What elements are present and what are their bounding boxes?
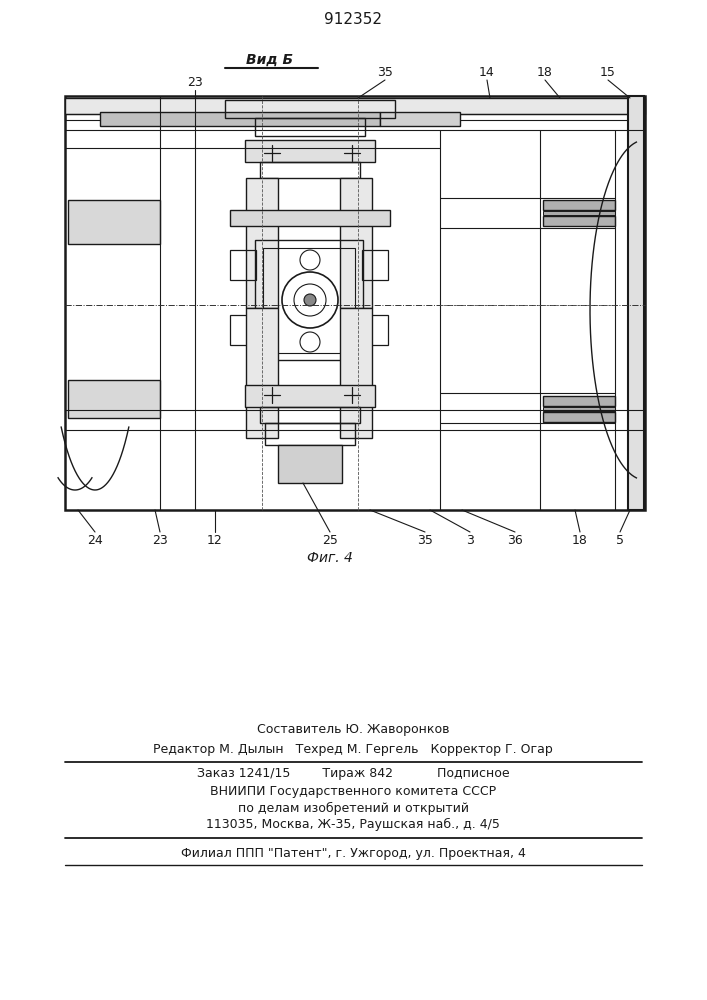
Bar: [260, 407, 360, 423]
Bar: [543, 211, 615, 215]
Text: 912352: 912352: [324, 12, 382, 27]
Bar: [65, 114, 645, 120]
Bar: [246, 178, 278, 308]
Bar: [543, 407, 615, 411]
Bar: [230, 315, 256, 345]
Text: 18: 18: [572, 534, 588, 546]
Bar: [260, 162, 360, 178]
Bar: [543, 396, 615, 406]
Circle shape: [294, 284, 326, 316]
Bar: [255, 240, 363, 360]
Bar: [65, 98, 645, 114]
Text: Заказ 1241/15        Тираж 842           Подписное: Заказ 1241/15 Тираж 842 Подписное: [197, 768, 509, 780]
Bar: [65, 96, 645, 510]
Text: 12: 12: [207, 534, 223, 546]
Bar: [543, 412, 615, 422]
Text: Вид Б: Вид Б: [247, 53, 293, 67]
Bar: [230, 210, 390, 226]
Text: Редактор М. Дылын   Техред М. Гергель   Корректор Г. Огар: Редактор М. Дылын Техред М. Гергель Корр…: [153, 744, 553, 756]
Text: 5: 5: [616, 534, 624, 546]
Bar: [263, 248, 355, 353]
Text: 35: 35: [377, 66, 393, 79]
Bar: [255, 118, 365, 136]
Circle shape: [300, 332, 320, 352]
Text: Фиг. 4: Фиг. 4: [307, 551, 353, 565]
Bar: [380, 112, 460, 126]
Text: 14: 14: [479, 66, 495, 79]
Text: 24: 24: [87, 534, 103, 546]
Circle shape: [300, 250, 320, 270]
Bar: [265, 423, 355, 445]
Circle shape: [304, 294, 316, 306]
Bar: [246, 308, 278, 438]
Bar: [340, 308, 372, 438]
Text: 113035, Москва, Ж-35, Раушская наб., д. 4/5: 113035, Москва, Ж-35, Раушская наб., д. …: [206, 817, 500, 831]
Bar: [100, 112, 380, 126]
Bar: [543, 200, 615, 210]
Text: 35: 35: [417, 534, 433, 546]
Text: ВНИИПИ Государственного комитета СССР: ВНИИПИ Государственного комитета СССР: [210, 784, 496, 798]
Bar: [68, 380, 160, 418]
Text: 36: 36: [507, 534, 523, 546]
Text: 18: 18: [537, 66, 553, 79]
Bar: [628, 96, 644, 510]
Text: 25: 25: [322, 534, 338, 546]
Bar: [278, 445, 342, 483]
Bar: [245, 385, 375, 407]
Bar: [245, 140, 375, 162]
Text: Составитель Ю. Жаворонков: Составитель Ю. Жаворонков: [257, 724, 449, 736]
Bar: [230, 250, 256, 280]
Circle shape: [282, 272, 338, 328]
Bar: [225, 100, 395, 118]
Text: 15: 15: [600, 66, 616, 79]
Text: по делам изобретений и открытий: по делам изобретений и открытий: [238, 801, 469, 815]
Bar: [68, 200, 160, 244]
Text: 23: 23: [187, 76, 203, 89]
Text: 23: 23: [152, 534, 168, 546]
Bar: [543, 216, 615, 226]
Bar: [340, 178, 372, 308]
Text: Филиал ППП "Патент", г. Ужгород, ул. Проектная, 4: Филиал ППП "Патент", г. Ужгород, ул. Про…: [180, 846, 525, 859]
Bar: [362, 250, 388, 280]
Text: 3: 3: [466, 534, 474, 546]
Bar: [362, 315, 388, 345]
